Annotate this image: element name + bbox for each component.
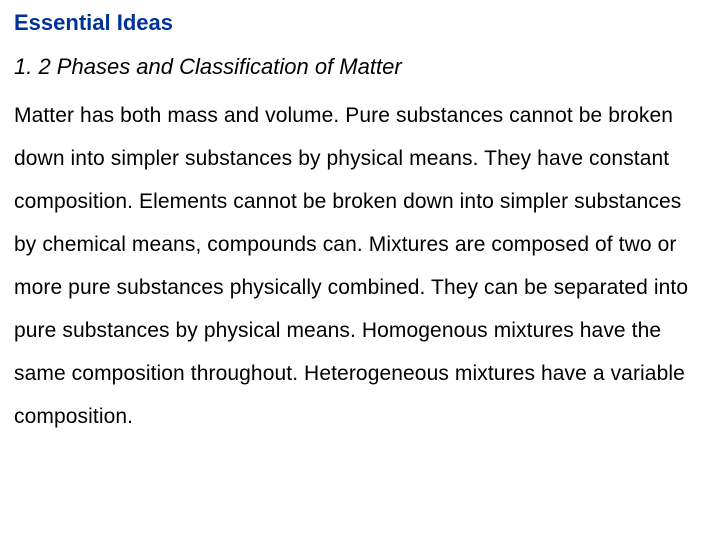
body-paragraph: Matter has both mass and volume. Pure su… <box>14 94 706 438</box>
section-heading: Essential Ideas <box>14 10 706 36</box>
section-subheading: 1. 2 Phases and Classification of Matter <box>14 54 706 80</box>
document-page: Essential Ideas 1. 2 Phases and Classifi… <box>0 0 720 438</box>
